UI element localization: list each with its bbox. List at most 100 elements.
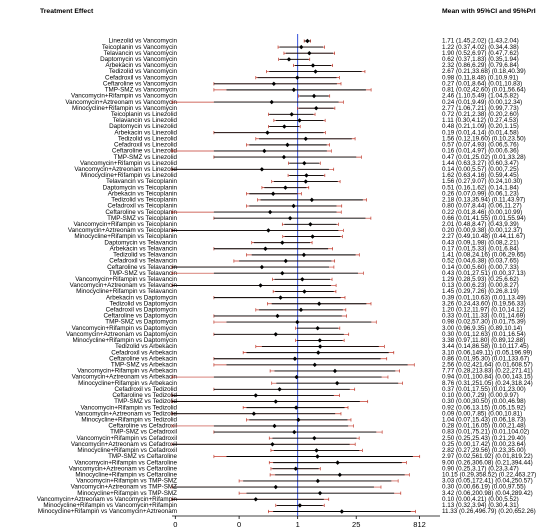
mean-marker bbox=[303, 179, 308, 184]
value-label: 2.46 (1.10,5.49) (1.04,5.82) bbox=[442, 93, 519, 100]
value-label: 1.45 (0.29,7.26) (0.26,8.19) bbox=[442, 288, 519, 295]
row-label: TMP-SMZ vs Cefadroxil bbox=[110, 429, 177, 436]
mean-marker bbox=[292, 429, 297, 435]
value-label: 2.67 (0.21,33.68) (0.18,40.39) bbox=[442, 68, 526, 75]
mean-marker bbox=[315, 454, 320, 459]
row-label: Ceftaroline vs Vancomycin bbox=[103, 80, 178, 87]
value-label: 3.03 (0.05,172.41) (0.04,250.57) bbox=[442, 478, 533, 485]
value-label: 0.20 (0.00,9.38) (0.00,12.37) bbox=[442, 227, 522, 234]
value-label: 0.98 (0.11,8.48) (0.10,9.91) bbox=[442, 74, 518, 81]
value-label: 3.44 (0.14,86.58) (0.10,117.45) bbox=[442, 343, 529, 350]
value-label: 0.27 (0.01,8.64) (0.01,10.83) bbox=[442, 80, 522, 87]
value-label: 0.16 (0.01,4.97) (0.00,6.36) bbox=[442, 148, 519, 155]
row-label: Tedizolid vs Arbekacin bbox=[115, 343, 177, 350]
row-label: Arbekacin vs Daptomycin bbox=[106, 294, 178, 301]
mean-marker bbox=[273, 484, 278, 490]
mean-marker bbox=[298, 307, 304, 313]
mean-marker bbox=[267, 209, 273, 215]
row-label: Daptomycin vs Linezolid bbox=[109, 123, 177, 130]
row-label: Vancomycin+Aztreonam vs TMP-SMZ bbox=[71, 484, 177, 491]
value-label: 0.83 (0.01,75.21) (0.01,104.02) bbox=[442, 429, 529, 436]
row-label: Daptomycin vs Teicoplanin bbox=[103, 184, 178, 191]
row-label: Minocycline+Rifampin vs Telavancin bbox=[76, 288, 177, 295]
mean-marker bbox=[269, 99, 274, 105]
mean-marker bbox=[316, 350, 321, 355]
row-label: TMP-SMZ vs Vancomycin bbox=[105, 87, 178, 94]
mean-marker bbox=[259, 264, 265, 270]
value-label: 0.90 (0.25,3.17) (0.23,3.47) bbox=[442, 465, 519, 472]
row-label: Vancomycin+Rifampin vs Daptomycin bbox=[72, 325, 178, 332]
row-label: Minocycline+Rifampin vs Teicoplanin bbox=[74, 233, 177, 240]
value-label: 2.56 (0.02,421.64) (0.01,608.57) bbox=[442, 362, 533, 369]
row-label: TMP-SMZ vs Ceftaroline bbox=[108, 453, 177, 460]
row-label: Vancomycin+Rifampin vs Teicoplanin bbox=[73, 221, 177, 228]
value-label: 9.00 (0.26,306.08) (0.21,394.44) bbox=[442, 459, 533, 466]
row-label: Arbekacin vs Vancomycin bbox=[105, 62, 177, 69]
value-label: 1.22 (0.37,4.02) (0.34,4.38) bbox=[442, 44, 519, 51]
mean-marker bbox=[310, 234, 315, 239]
row-label: Vancomycin+Aztreonam vs Cefadroxil bbox=[71, 441, 177, 448]
mean-marker bbox=[293, 405, 299, 410]
row-label: Minocycline+Rifampin vs Ceftaroline bbox=[75, 472, 177, 479]
value-label: 1.56 (0.27,9.07) (0.24,10.30) bbox=[442, 178, 522, 185]
x-tick-label: 1 bbox=[296, 520, 300, 529]
row-label: Tedizolid vs Daptomycin bbox=[109, 300, 177, 307]
row-label: Tedizolid vs Vancomycin bbox=[109, 68, 178, 75]
mean-marker bbox=[314, 106, 319, 111]
mean-marker bbox=[292, 356, 298, 361]
value-label: 0.25 (0.00,17.42) (0.00,23.64) bbox=[442, 441, 526, 448]
row-label: TMP-SMZ vs Arbekacin bbox=[111, 362, 178, 369]
mean-marker bbox=[302, 289, 307, 294]
row-label: Vancomycin+Rifampin vs Vancomycin bbox=[71, 93, 177, 100]
value-label: 0.47 (0.01,25.02) (0.01,33.28) bbox=[442, 154, 526, 161]
value-label: 1.13 (0.32,3.94) (0.30,4.31) bbox=[442, 502, 519, 509]
mean-marker bbox=[273, 332, 278, 337]
value-label: 1.29 (0.28,5.93) (0.25,6.62) bbox=[442, 276, 519, 283]
row-label: Tedizolid vs Teicoplanin bbox=[111, 197, 177, 204]
x-tick-label: 25 bbox=[352, 520, 360, 529]
mean-marker bbox=[258, 283, 263, 288]
row-label: Vancomycin+Rifampin vs Telavancin bbox=[75, 276, 177, 283]
mean-marker bbox=[315, 325, 320, 331]
mean-marker bbox=[315, 478, 321, 484]
mean-marker bbox=[332, 368, 338, 374]
value-label: 0.28 (0.01,16.05) (0.00,21.48) bbox=[442, 423, 526, 430]
mean-marker bbox=[317, 490, 323, 496]
mean-marker bbox=[337, 472, 343, 478]
mean-marker bbox=[305, 38, 310, 44]
row-label: Minocycline+Rifampin vs Vancomycin bbox=[72, 105, 178, 112]
row-label: Minocycline+Rifampin vs Vancomycin+Rifam… bbox=[43, 502, 177, 509]
value-label: 2.32 (0.86,6.29) (0.79,6.84) bbox=[442, 62, 519, 69]
mean-marker bbox=[259, 167, 265, 172]
value-label: 0.43 (0.09,1.98) (0.08,2.21) bbox=[442, 239, 519, 246]
row-label: Tedizolid vs Telavancin bbox=[113, 252, 177, 259]
mean-marker bbox=[297, 503, 303, 508]
mean-marker bbox=[295, 75, 300, 80]
mean-marker bbox=[296, 417, 301, 423]
value-label: 0.30 (0.00,30.50) (0.00,46.98) bbox=[442, 398, 526, 405]
value-label: 0.81 (0.02,42.60) (0.01,56.64) bbox=[442, 87, 526, 94]
value-label: 0.10 (0.00,7.29) (0.00,9.97) bbox=[442, 392, 519, 399]
row-label: Telavancin vs Linezolid bbox=[113, 117, 178, 124]
row-label: Teicoplanin vs Vancomycin bbox=[102, 44, 178, 51]
row-label: Minocycline+Rifampin vs Linezolid bbox=[81, 172, 178, 179]
value-label: 0.39 (0.01,10.63) (0.01,13.49) bbox=[442, 294, 526, 301]
value-label: 0.14 (0.00,5.60) (0.00,7.33) bbox=[442, 264, 519, 271]
mean-marker bbox=[313, 69, 318, 74]
mean-marker bbox=[275, 313, 280, 319]
mean-marker bbox=[280, 240, 285, 245]
mean-marker bbox=[314, 448, 319, 453]
mean-marker bbox=[317, 344, 323, 349]
row-label: Vancomycin+Rifampin vs TMP-SMZ bbox=[76, 478, 177, 485]
mean-marker bbox=[295, 319, 300, 325]
row-label: Cefadroxil vs Vancomycin bbox=[105, 74, 177, 81]
row-label: Telavancin vs Teicoplanin bbox=[106, 178, 177, 185]
mean-marker bbox=[262, 148, 267, 154]
row-label: Cefadroxil vs Teicoplanin bbox=[107, 203, 177, 210]
mean-marker bbox=[309, 197, 315, 203]
mean-marker bbox=[283, 185, 288, 190]
value-label: 0.86 (0.01,95.30) (0.01,133.67) bbox=[442, 355, 529, 362]
mean-marker bbox=[270, 442, 275, 447]
row-label: Daptomycin vs Vancomycin bbox=[100, 56, 177, 63]
row-label: Ceftaroline vs Teicoplanin bbox=[105, 209, 177, 216]
